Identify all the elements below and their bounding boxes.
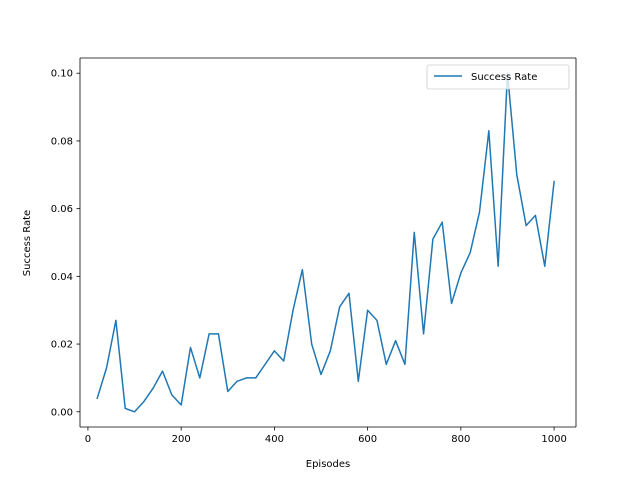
- series-line-0: [96, 72, 555, 413]
- axes-frame: [79, 57, 577, 428]
- y-tick-label: 0.02: [51, 340, 73, 351]
- x-tick-label: 200: [172, 434, 191, 445]
- x-axis-ticks: 0 200 400 600 800 1000: [85, 427, 567, 445]
- x-tick-label: 400: [265, 434, 284, 445]
- series-layer: [96, 72, 555, 413]
- y-tick-label: 0.10: [51, 69, 73, 80]
- y-axis-label: Success Rate: [22, 210, 33, 276]
- legend: Success Rate: [426, 64, 570, 90]
- legend-box: [426, 64, 570, 90]
- x-tick-label: 800: [451, 434, 470, 445]
- y-tick-label: 0.06: [51, 204, 73, 215]
- y-tick-label: 0.08: [51, 136, 73, 147]
- x-tick-label: 600: [358, 434, 377, 445]
- y-tick-label: 0.04: [51, 272, 73, 283]
- x-axis-label: Episodes: [306, 459, 350, 470]
- legend-label: Success Rate: [471, 72, 537, 83]
- x-tick-label: 1000: [541, 434, 566, 445]
- y-tick-label: 0.00: [51, 407, 73, 418]
- y-axis-ticks: 0.00 0.02 0.04 0.06 0.08 0.10: [51, 69, 80, 418]
- x-tick-label: 0: [85, 434, 91, 445]
- plot-area: [80, 58, 576, 427]
